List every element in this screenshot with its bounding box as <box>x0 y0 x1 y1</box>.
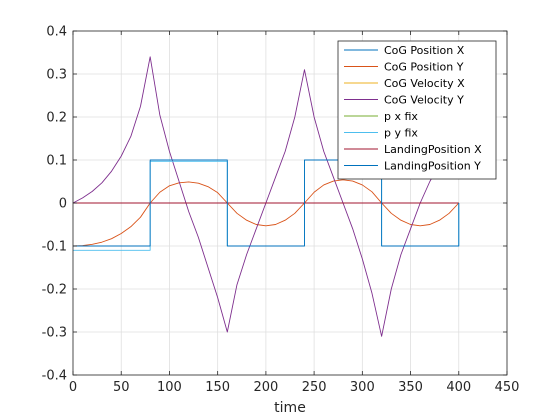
x-tick-label: 150 <box>205 380 230 395</box>
x-tick-label: 400 <box>446 380 471 395</box>
y-tick-label: 0.1 <box>46 154 67 169</box>
legend-label-landingposition-y: LandingPosition Y <box>384 160 481 173</box>
legend-label-cog-position-x: CoG Position X <box>384 44 465 57</box>
y-tick-label: -0.2 <box>42 283 67 298</box>
legend-label-p-x-fix: p x fix <box>384 110 418 123</box>
series-line-cog-position-y <box>72 179 460 247</box>
x-tick-label: 450 <box>495 380 520 395</box>
x-tick-label: 350 <box>398 380 423 395</box>
x-axis-label: time <box>274 400 306 416</box>
legend-label-cog-velocity-x: CoG Velocity X <box>384 77 465 90</box>
legend: CoG Position X CoG Position Y CoG Velocity… <box>337 40 497 180</box>
axis-ticks: 0 50 100 150 200 250 300 350 400 450 -0.4 -0.3 -0.2 -… <box>42 25 520 396</box>
y-tick-label: -0.1 <box>42 240 67 255</box>
x-tick-label: 100 <box>157 380 182 395</box>
legend-label-landingposition-x: LandingPosition X <box>384 143 482 156</box>
x-tick-label: 300 <box>350 380 375 395</box>
x-tick-label: 50 <box>113 380 130 395</box>
y-tick-label: 0.3 <box>46 68 67 83</box>
series-layer <box>72 56 460 337</box>
y-tick-label: -0.4 <box>42 369 67 384</box>
x-tick-label: 250 <box>302 380 327 395</box>
x-tick-label: 200 <box>253 380 278 395</box>
y-tick-label: 0.4 <box>46 25 67 40</box>
y-tick-label: 0.2 <box>46 111 67 126</box>
y-tick-label: 0 <box>59 197 67 212</box>
legend-label-p-y-fix: p y fix <box>384 127 418 140</box>
legend-box <box>337 40 497 180</box>
series-line-landingposition-y <box>73 159 460 247</box>
y-tick-label: -0.3 <box>42 326 67 341</box>
legend-label-cog-velocity-y: CoG Velocity Y <box>384 94 464 107</box>
legend-label-cog-position-y: CoG Position Y <box>384 61 464 74</box>
x-tick-label: 0 <box>69 380 77 395</box>
